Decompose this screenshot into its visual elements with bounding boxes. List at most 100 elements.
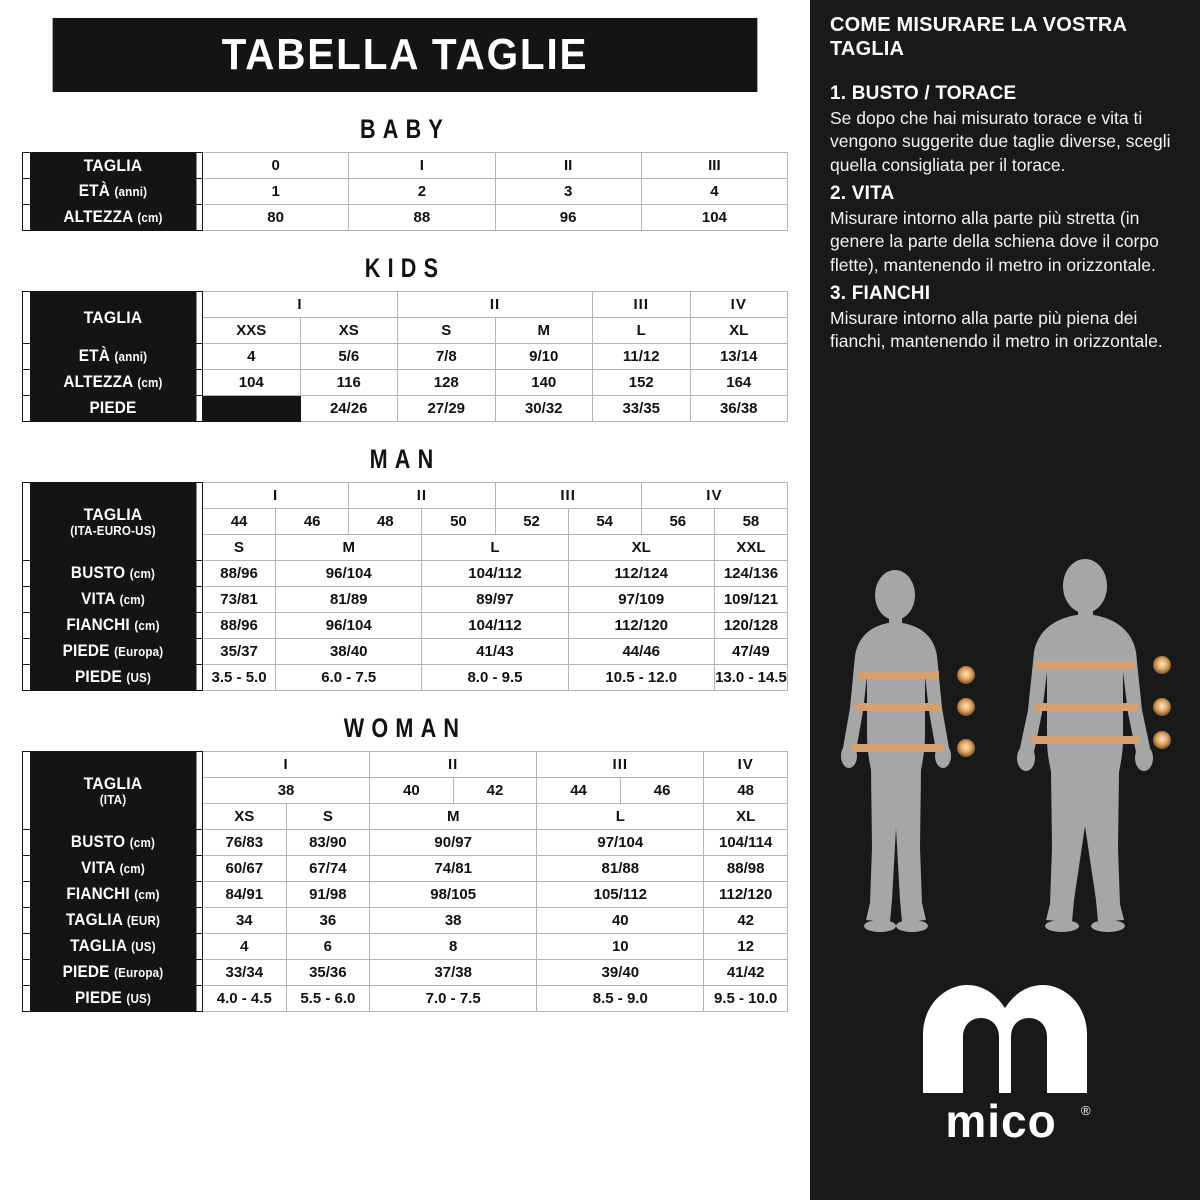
cell: 96/104: [275, 612, 423, 639]
table-row: BUSTO (cm) 88/96 96/104 104/112 112/124 …: [23, 560, 789, 587]
guide-text-3: Misurare intorno alla parte più piena de…: [830, 307, 1163, 352]
cell: 12: [703, 933, 788, 960]
kids-table: TAGLIA I II III IV XXS XS S M L XL ETÀ (…: [22, 291, 788, 422]
cell: 27/29: [397, 395, 496, 422]
table-row: TAGLIA (EUR) 34 36 38 40 42: [23, 907, 788, 934]
cell: 37/38: [369, 959, 538, 986]
table-row: ETÀ (anni) 1 2 3 4: [23, 178, 789, 205]
table-row: TAGLIA (ITA-EURO-US) I II III IV: [23, 482, 789, 561]
cell: IV: [689, 291, 788, 318]
cell: 84/91: [202, 881, 287, 908]
cell: 88/98: [703, 855, 788, 882]
cell: II: [348, 482, 496, 509]
cell: 13.0 - 14.5: [713, 664, 789, 691]
section-title-kids: KIDS: [364, 253, 446, 283]
cell: M: [494, 317, 593, 344]
table-row: PIEDE (US) 4.0 - 4.5 5.5 - 6.0 7.0 - 7.5…: [23, 985, 788, 1012]
cell: 81/88: [536, 855, 705, 882]
row-label: ALTEZZA (cm): [28, 204, 197, 231]
cell: 104: [202, 369, 301, 396]
cell: 90/97: [369, 829, 538, 856]
cell: III: [494, 482, 642, 509]
woman-measure-dots: [957, 666, 975, 757]
cell: 44: [536, 777, 621, 804]
page-title: TABELLA TAGLIE: [52, 18, 758, 92]
cell: 105/112: [536, 881, 705, 908]
row-label: PIEDE (US): [28, 664, 197, 691]
cell: 46: [275, 508, 350, 535]
cell: M: [275, 534, 423, 561]
table-row: ALTEZZA (cm) 80 88 96 104: [23, 204, 789, 231]
cell: II: [494, 152, 642, 179]
cell: 104/112: [421, 612, 569, 639]
table-row: VITA (cm) 60/67 67/74 74/81 81/88 88/98: [23, 855, 788, 882]
guide-text-1: Se dopo che hai misurato torace e vita t…: [830, 108, 1171, 175]
table-row: TAGLIA (US) 4 6 8 10 12: [23, 933, 788, 960]
guide-text-2: Misurare intorno alla parte più stretta …: [830, 207, 1159, 275]
table-row: FIANCHI (cm) 88/96 96/104 104/112 112/12…: [23, 612, 789, 639]
cell: 46: [619, 777, 705, 804]
body-figures-svg: [841, 559, 1171, 932]
cell: 73/81: [201, 586, 277, 613]
cell: 120/128: [713, 612, 789, 639]
cell: 89/97: [421, 586, 569, 613]
registered-trademark-icon: ®: [1081, 1103, 1091, 1118]
cell: I: [202, 291, 398, 318]
cell: IV: [703, 751, 788, 778]
cell: 74/81: [369, 855, 538, 882]
brand-logo: mico ®: [810, 975, 1200, 1150]
cell: 98/105: [369, 881, 538, 908]
cell: 164: [689, 369, 788, 396]
cell: 39/40: [536, 959, 705, 986]
cell: 36/38: [689, 395, 788, 422]
cell: III: [592, 291, 691, 318]
table-row: TAGLIA I II III IV: [23, 291, 788, 344]
cell: 48: [348, 508, 423, 535]
cell: III: [536, 751, 705, 778]
row-label: TAGLIA (ITA): [28, 751, 197, 830]
cell: 48: [703, 777, 788, 804]
row-label: TAGLIA (US): [28, 933, 197, 960]
guide-heading-1: 1. BUSTO / TORACE: [830, 83, 1017, 105]
cell: 10.5 - 12.0: [567, 664, 715, 691]
section-title-woman: WOMAN: [343, 713, 467, 743]
cell: 3: [494, 178, 642, 205]
cell: 8.5 - 9.0: [536, 985, 705, 1012]
cell: XXS: [202, 317, 301, 344]
cell: 116: [299, 369, 398, 396]
brand-wordmark: mico: [945, 1095, 1056, 1145]
table-row: PIEDE 24/26 27/29 30/32 33/35 36/38: [23, 395, 788, 422]
cell: II: [397, 291, 593, 318]
cell: 38: [369, 907, 538, 934]
cell: 8.0 - 9.5: [421, 664, 569, 691]
cell: 8: [369, 933, 538, 960]
cell: 96/104: [275, 560, 423, 587]
table-row: PIEDE (Europa) 35/37 38/40 41/43 44/46 4…: [23, 638, 789, 665]
cell: 104/114: [703, 829, 788, 856]
cell: 58: [713, 508, 789, 535]
cell: 140: [494, 369, 593, 396]
cell: 38/40: [275, 638, 423, 665]
cell: 35/36: [285, 959, 371, 986]
cell: 88/96: [201, 612, 277, 639]
row-label: TAGLIA (EUR): [28, 907, 197, 934]
cell: S: [201, 534, 277, 561]
cell: II: [369, 751, 538, 778]
cell: 112/120: [703, 881, 788, 908]
cell: XL: [689, 317, 788, 344]
cell: XL: [703, 803, 788, 830]
cell: 42: [452, 777, 538, 804]
man-measure-tapes: [1031, 661, 1139, 744]
cell: 52: [494, 508, 569, 535]
cell: 104: [640, 204, 789, 231]
cell: 10: [536, 933, 705, 960]
table-row: PIEDE (Europa) 33/34 35/36 37/38 39/40 4…: [23, 959, 788, 986]
table-row: 44 46 48 50 52 54 56 58: [23, 508, 789, 535]
row-label: PIEDE (Europa): [28, 638, 197, 665]
row-label: VITA (cm): [28, 855, 197, 882]
cell: 41/42: [703, 959, 788, 986]
cell: L: [536, 803, 705, 830]
table-row: FIANCHI (cm) 84/91 91/98 98/105 105/112 …: [23, 881, 788, 908]
cell: 1: [201, 178, 350, 205]
cell: 5/6: [299, 343, 398, 370]
